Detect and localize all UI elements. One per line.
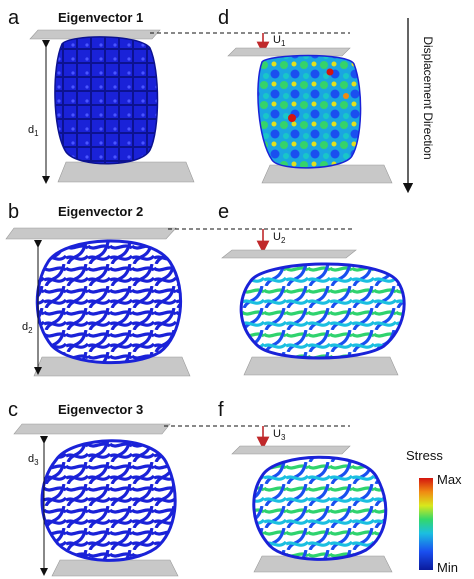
displacement-label-d: U1 (273, 34, 286, 48)
panel-a: a Eigenvector 1 d1 (8, 7, 262, 184)
panel-f: f U3 (218, 399, 393, 573)
scaffold-mesh-a (54, 36, 159, 165)
panel-c: c Eigenvector 3 d3 (8, 399, 262, 577)
panel-title-c: Eigenvector 3 (58, 402, 143, 417)
stress-mesh-e (239, 262, 406, 360)
panel-e: e U2 (218, 201, 406, 376)
top-plate-b (5, 227, 177, 240)
stress-hotspot-d3 (343, 93, 349, 99)
scaffold-mesh-b (35, 239, 183, 365)
panel-letter-a: a (8, 7, 20, 29)
top-plate-d (227, 47, 351, 57)
panel-letter-f: f (218, 399, 224, 421)
stress-legend: Stress Max Min (406, 448, 462, 575)
legend-title: Stress (406, 448, 443, 463)
panel-title-b: Eigenvector 2 (58, 204, 143, 219)
panel-letter-b: b (8, 201, 19, 223)
top-plate-e (221, 249, 357, 259)
displacement-label-e: U2 (273, 231, 286, 245)
dimension-label-a: d1 (28, 124, 39, 138)
panel-b: b Eigenvector 2 d2 (5, 201, 262, 377)
legend-min-label: Min (437, 560, 458, 575)
panel-letter-e: e (218, 201, 229, 223)
panel-d: d U1 (218, 7, 393, 184)
stress-mesh-f (252, 455, 388, 561)
bottom-plate-d (261, 164, 393, 184)
panel-letter-d: d (218, 7, 229, 29)
dimension-label-c: d3 (28, 453, 39, 467)
panel-letter-c: c (8, 399, 18, 421)
stress-hotspot-d2 (326, 68, 334, 76)
stress-mesh-d (257, 54, 362, 169)
top-plate-a (29, 29, 161, 40)
legend-max-label: Max (437, 472, 462, 487)
panel-title-a: Eigenvector 1 (58, 10, 143, 25)
dimension-label-b: d2 (22, 321, 33, 335)
top-plate-c (13, 423, 171, 435)
bottom-plate-e (243, 356, 399, 376)
scaffold-mesh-c (40, 439, 177, 562)
stress-hotspot-d1 (288, 114, 296, 122)
bottom-plate-c (51, 559, 179, 577)
displacement-label-f: U3 (273, 428, 286, 442)
displacement-direction-label: Displacement Direction (421, 36, 435, 159)
top-plate-f (231, 445, 351, 455)
stress-colorbar (419, 478, 433, 570)
bottom-plate-a (57, 161, 195, 183)
